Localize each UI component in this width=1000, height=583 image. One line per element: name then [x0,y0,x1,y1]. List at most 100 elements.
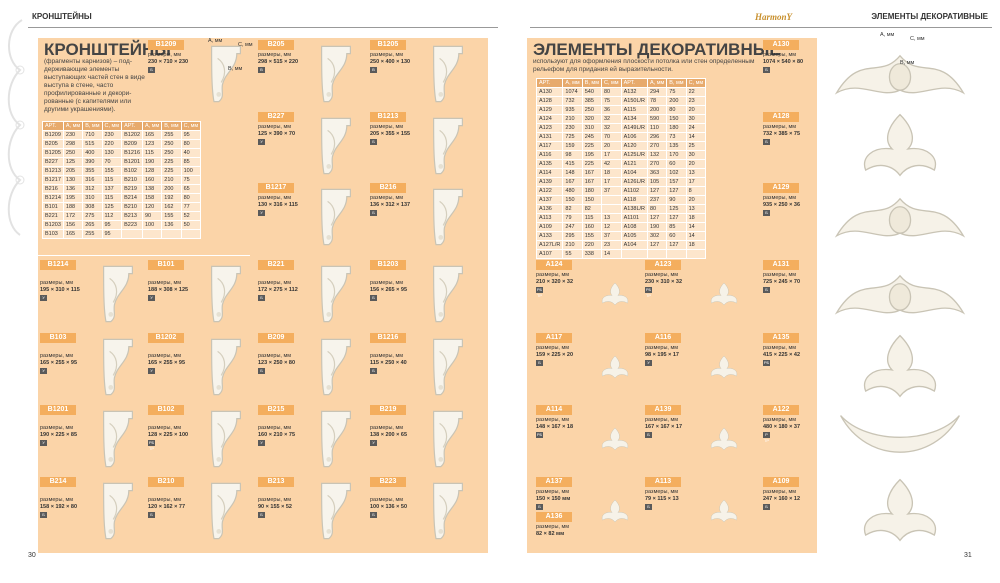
bracket-image [432,410,463,468]
material-icon: Б [370,210,377,216]
table-cell: A106 [620,132,649,142]
product-card[interactable]: A136 размеры, мм 82 × 82 мм [536,512,586,542]
table-cell: 270 [646,141,668,151]
table-row: A129 935 250 36 A115 200 80 20 [535,105,707,115]
product-card[interactable]: B1203 размеры, мм 156 × 265 × 95 Б [370,260,476,328]
table-cell: B216 [42,184,64,194]
table-cell: A109 [535,222,564,232]
product-image [591,264,639,329]
product-card[interactable]: A137 размеры, мм 150 × 150 мм Б [536,477,642,545]
product-card[interactable]: A117 размеры, мм 159 × 225 × 20 Б [536,333,642,401]
product-dims: 98 × 195 × 17 [645,352,679,358]
table-cell: 167 [581,177,603,187]
product-card[interactable]: B101 размеры, мм 188 × 308 × 125 У [148,260,254,328]
table-cell: A125L/R [620,150,649,160]
table-cell: 192 [161,193,182,203]
table-cell: 270 [646,159,668,169]
ornament-image [601,427,629,451]
table-cell: 32 [601,123,622,133]
product-dims: 128 × 225 × 100 [148,432,189,438]
size-label: размеры, мм [258,353,292,359]
size-label: размеры, мм [763,345,797,351]
table-cell: A117 [535,141,564,151]
table-cell: 172 [62,211,84,221]
product-card[interactable]: B1205 размеры, мм 250 × 400 × 130 В [370,40,476,108]
product-dims: 156 × 265 × 95 [370,287,408,293]
product-card[interactable]: B213 размеры, мм 90 × 155 × 52 Б [258,477,364,545]
table-cell: 200 [646,105,668,115]
table-cell: 24 [685,123,707,133]
product-card[interactable]: B219 размеры, мм 138 × 200 × 65 У [370,405,476,473]
table-cell: 155 [161,211,182,221]
product-card[interactable]: B1214 размеры, мм 195 × 310 × 115 У [40,260,146,328]
table-cell: 18 [601,168,622,178]
bracket-image [210,265,241,323]
bracket-image [320,410,351,468]
product-card[interactable]: B209 размеры, мм 123 × 250 × 80 Б [258,333,364,401]
product-card[interactable]: B210 размеры, мм 120 × 162 × 77 Б [148,477,254,545]
table-cell: 127 [646,186,668,196]
product-card[interactable]: A130 размеры, мм 1074 × 540 × 80 Б [763,40,988,108]
product-code: B1216 [370,333,406,343]
product-card[interactable]: B1209 размеры, мм 230 × 710 × 230 Б [148,40,254,108]
scroll-ornament [7,19,25,236]
product-dims: 160 × 210 × 75 [258,432,296,438]
product-card[interactable]: B1201 размеры, мм 190 × 225 × 85 У [40,405,146,473]
product-dims: 167 × 167 × 17 [645,424,683,430]
product-card[interactable]: B214 размеры, мм 158 × 192 × 80 Б [40,477,146,545]
product-card[interactable]: A128 размеры, мм 732 × 385 × 75 Б [763,112,988,180]
product-card[interactable]: B1213 размеры, мм 205 × 355 × 155 Б [370,112,476,180]
table-cell: 302 [646,231,668,241]
table-cell: 195 [62,193,84,203]
table-cell: 85 [180,157,202,167]
table-cell: 17 [685,177,707,187]
product-card[interactable]: B205 размеры, мм 298 × 515 × 220 В [258,40,364,108]
bracket-image [432,338,463,396]
product-card[interactable]: A139 размеры, мм 167 × 167 × 17 Б [645,405,751,473]
table-cell: 159 [562,141,583,151]
right-header-title: ЭЛЕМЕНТЫ ДЕКОРАТИВНЫЕ [871,12,988,21]
product-card[interactable]: B215 размеры, мм 160 × 210 × 75 У [258,405,364,473]
product-card[interactable]: B221 размеры, мм 172 × 275 × 112 Б [258,260,364,328]
product-card[interactable]: B103 размеры, мм 165 × 255 × 95 У [40,333,146,401]
table-header-cell: B, мм [581,78,603,88]
product-card[interactable]: B216 размеры, мм 136 × 312 × 137 Б [370,183,476,251]
product-card[interactable]: B1217 размеры, мм 130 × 316 × 115 У [258,183,364,251]
table-cell: B1209 [42,130,64,140]
product-card[interactable]: B1216 размеры, мм 115 × 250 × 40 Б [370,333,476,401]
size-label: размеры, мм [370,425,404,431]
table-cell [180,229,202,239]
table-cell: 105 [646,177,668,187]
product-card[interactable]: A124 размеры, мм 210 × 320 × 32 РБ ТР [536,260,642,328]
table-cell: 157 [666,177,687,187]
product-card[interactable]: A129 размеры, мм 935 × 250 × 36 Б [763,183,988,251]
size-label: размеры, мм [40,425,74,431]
product-card[interactable]: B227 размеры, мм 125 × 390 × 70 У [258,112,364,180]
product-card[interactable]: A131 размеры, мм 725 × 245 × 70 Б [763,260,988,328]
table-cell: A128 [535,96,564,106]
product-card[interactable]: A116 размеры, мм 98 × 195 × 17 У [645,333,751,401]
table-cell: B210 [121,202,143,212]
product-image [825,405,975,476]
bracket-image [320,482,351,540]
product-card[interactable]: A122 размеры, мм 480 × 180 × 37 Р ТР [763,405,988,473]
product-card[interactable]: A114 размеры, мм 148 × 167 × 18 РБ [536,405,642,473]
table-row: B1213 205 355 155 B102 128 225 100 [42,166,202,176]
table-cell: 296 [646,132,668,142]
table-cell: B223 [121,220,143,230]
product-card[interactable]: B1202 размеры, мм 165 × 255 × 95 У [148,333,254,401]
product-card[interactable]: B223 размеры, мм 100 × 136 × 50 Б [370,477,476,545]
product-card[interactable]: A135 размеры, мм 415 × 225 × 42 РБ [763,333,988,401]
table-cell: 14 [601,249,622,259]
size-label: размеры, мм [763,417,797,423]
product-card[interactable]: A109 размеры, мм 247 × 160 × 12 Б [763,477,988,545]
table-cell: A121 [620,159,649,169]
product-card[interactable]: B102 размеры, мм 128 × 225 × 100 РБ ТР [148,405,254,473]
table-cell: 710 [82,130,103,140]
table-cell [161,229,182,239]
product-card[interactable]: A123 размеры, мм 230 × 310 × 32 РБ ТР [645,260,751,328]
table-cell: A150L/R [620,96,649,106]
material-icon: Б [645,504,652,510]
bracket-image [102,410,133,468]
product-card[interactable]: A113 размеры, мм 79 × 115 × 13 Б [645,477,751,545]
